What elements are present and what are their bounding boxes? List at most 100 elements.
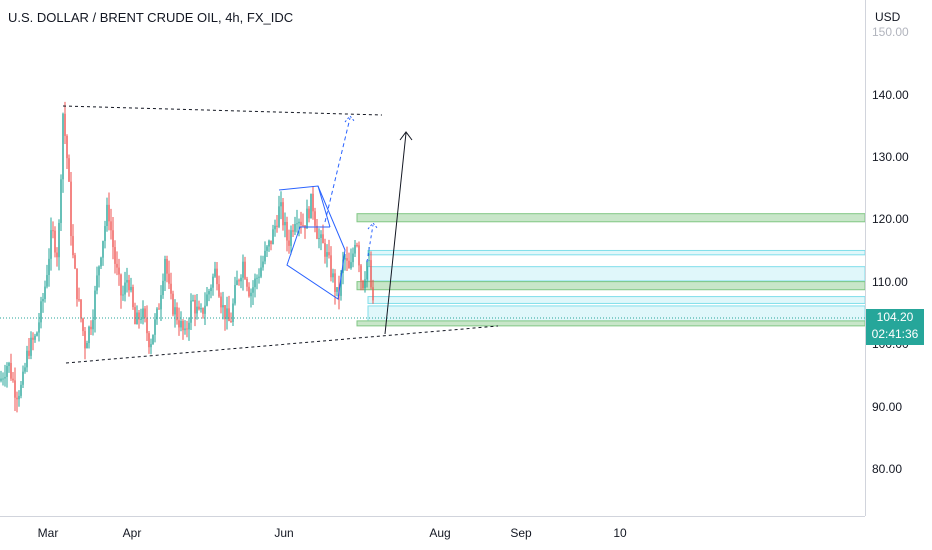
candle-body [150,344,152,348]
candle-body [326,252,328,257]
candle-body [86,343,88,349]
candle-body [44,286,46,299]
candle-body [128,279,130,291]
candle-body [146,317,148,334]
candle-body [50,230,52,259]
candle-body [98,266,100,276]
candle-body [74,255,76,269]
price-zone [367,249,866,256]
candle-body [370,260,372,288]
candle-body [208,291,210,295]
candle-body [0,378,2,381]
candle-body [346,258,348,261]
candle-body [332,273,334,278]
candle-body [198,306,200,310]
candle-body [334,273,336,292]
candle-body [234,285,236,304]
candle-body [296,223,298,225]
candle-body [40,301,42,323]
candle-body [354,244,356,254]
current-price-badge: 104.20 02:41:36 [866,309,924,345]
candle-body [240,277,242,282]
candle-body [260,267,262,277]
price-zone [356,281,866,291]
candle-body [350,262,352,269]
price-zone [367,296,866,304]
candle-body [52,230,54,232]
candle-body [316,225,318,239]
candle-body [360,265,362,281]
currency-label[interactable]: USD [875,10,901,24]
candle-body [106,204,108,227]
candle-body [178,320,180,328]
candle-body [308,208,310,219]
x-tick-label: Sep [510,526,532,540]
candle-body [194,299,196,314]
candle-body [280,202,282,207]
candle-body [160,295,162,310]
candle-body [186,328,188,330]
candle-body [264,250,266,262]
candle-body [254,278,256,288]
candle-body [202,308,204,314]
candle-body [120,274,122,296]
candle-body [78,299,80,301]
candle-body [14,380,16,398]
price-zone [356,213,866,223]
candle-body [328,252,330,256]
candle-body [88,326,90,344]
candle-body [20,384,22,396]
candle-body [228,308,230,321]
candle-body [218,284,220,297]
candle-body [34,335,36,340]
x-tick-label: 10 [613,526,627,540]
candle-body [212,276,214,288]
candle-body [248,286,250,297]
candle-body [4,376,6,379]
candle-body [290,230,292,246]
lower-trendline [65,325,499,364]
candle-body [246,278,248,287]
candle-body [270,240,272,245]
candle-body [210,287,212,292]
candle-body [320,234,322,238]
candlestick-series [0,101,374,413]
candle-body [262,261,264,268]
candle-body [22,371,24,385]
candle-body [356,244,358,246]
candle-body [72,236,74,256]
candle-body [56,252,58,258]
candle-body [76,268,78,300]
candle-body [8,362,10,367]
candle-body [266,246,268,251]
y-tick-label: 130.00 [872,150,909,164]
candle-body [2,378,4,380]
candle-body [112,230,114,248]
right-edge [924,0,932,550]
candle-body [170,283,172,294]
candle-body [180,320,182,328]
candle-body [252,287,254,293]
y-tick-label: 90.00 [872,400,903,414]
candle-body [30,337,32,356]
candle-body [204,305,206,314]
flag-diagonal [317,185,331,228]
candle-body [224,305,226,320]
current-price-value: 104.20 [876,310,914,324]
trend-drawings [0,105,865,364]
candle-body [142,308,144,319]
candle-body [84,331,86,349]
candle-body [66,135,68,159]
candle-body [110,221,112,231]
candle-body [16,397,18,400]
candle-body [372,287,374,301]
candle-body [222,305,224,308]
candle-body [324,243,326,257]
candle-body [68,158,70,182]
candle-body [192,299,194,301]
candle-body [226,308,228,320]
candle-body [104,226,106,242]
y-tick-label: 140.00 [872,88,909,102]
candle-body [232,303,234,322]
